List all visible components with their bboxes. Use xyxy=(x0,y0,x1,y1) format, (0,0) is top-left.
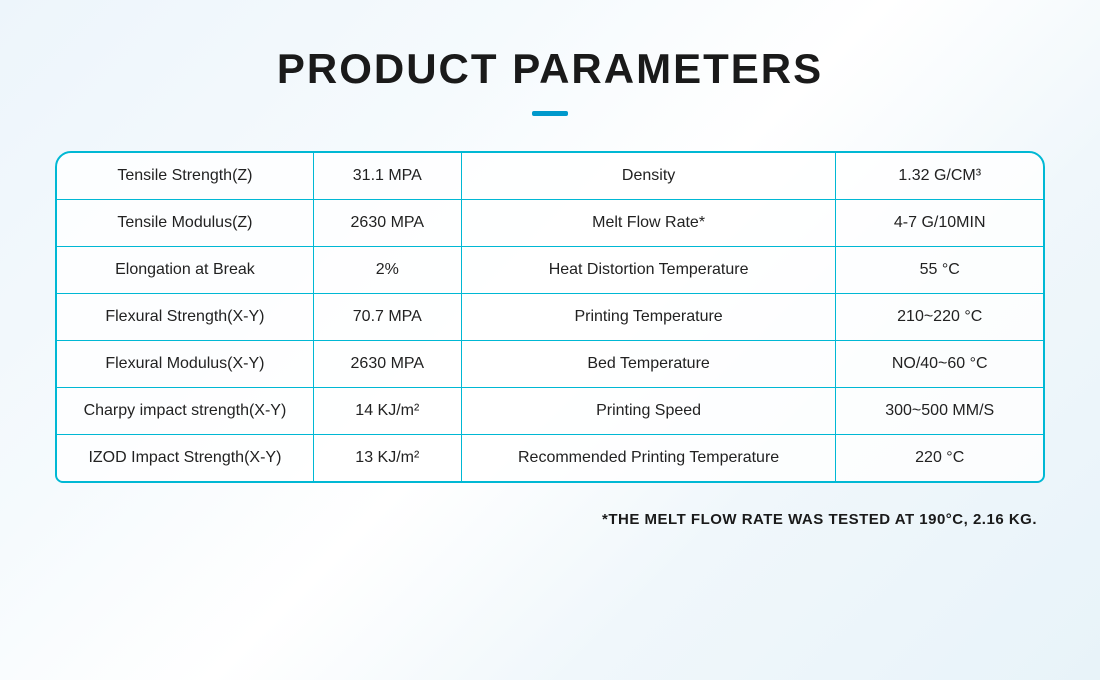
table-row: IZOD Impact Strength(X-Y) 13 KJ/m² Recom… xyxy=(57,435,1043,482)
table-row: Flexural Modulus(X-Y) 2630 MPA Bed Tempe… xyxy=(57,341,1043,388)
page-container: PRODUCT PARAMETERS Tensile Strength(Z) 3… xyxy=(0,0,1100,558)
table-row: Elongation at Break 2% Heat Distortion T… xyxy=(57,247,1043,294)
param-value: 31.1 MPA xyxy=(313,153,461,200)
param-label: Density xyxy=(461,153,836,200)
param-label: IZOD Impact Strength(X-Y) xyxy=(57,435,313,482)
param-label: Tensile Modulus(Z) xyxy=(57,200,313,247)
title-underline xyxy=(532,111,568,116)
param-label: Flexural Strength(X-Y) xyxy=(57,294,313,341)
param-label: Elongation at Break xyxy=(57,247,313,294)
param-label: Melt Flow Rate* xyxy=(461,200,836,247)
table-row: Charpy impact strength(X-Y) 14 KJ/m² Pri… xyxy=(57,388,1043,435)
param-label: Charpy impact strength(X-Y) xyxy=(57,388,313,435)
param-label: Flexural Modulus(X-Y) xyxy=(57,341,313,388)
param-label: Recommended Printing Temperature xyxy=(461,435,836,482)
param-value: 2630 MPA xyxy=(313,341,461,388)
parameters-table-wrap: Tensile Strength(Z) 31.1 MPA Density 1.3… xyxy=(55,151,1045,483)
param-value: 55 °C xyxy=(836,247,1043,294)
param-value: 70.7 MPA xyxy=(313,294,461,341)
param-value: 13 KJ/m² xyxy=(313,435,461,482)
parameters-table: Tensile Strength(Z) 31.1 MPA Density 1.3… xyxy=(57,153,1043,481)
table-row: Tensile Strength(Z) 31.1 MPA Density 1.3… xyxy=(57,153,1043,200)
param-value: 2630 MPA xyxy=(313,200,461,247)
param-value: NO/40~60 °C xyxy=(836,341,1043,388)
param-value: 2% xyxy=(313,247,461,294)
param-label: Heat Distortion Temperature xyxy=(461,247,836,294)
param-value: 300~500 MM/S xyxy=(836,388,1043,435)
param-label: Printing Temperature xyxy=(461,294,836,341)
page-title: PRODUCT PARAMETERS xyxy=(55,45,1045,93)
param-value: 210~220 °C xyxy=(836,294,1043,341)
param-value: 14 KJ/m² xyxy=(313,388,461,435)
param-label: Printing Speed xyxy=(461,388,836,435)
param-value: 1.32 G/CM³ xyxy=(836,153,1043,200)
table-row: Flexural Strength(X-Y) 70.7 MPA Printing… xyxy=(57,294,1043,341)
table-row: Tensile Modulus(Z) 2630 MPA Melt Flow Ra… xyxy=(57,200,1043,247)
param-label: Tensile Strength(Z) xyxy=(57,153,313,200)
param-label: Bed Temperature xyxy=(461,341,836,388)
param-value: 220 °C xyxy=(836,435,1043,482)
param-value: 4-7 G/10MIN xyxy=(836,200,1043,247)
footnote-text: *THE MELT FLOW RATE WAS TESTED AT 190°C,… xyxy=(55,511,1045,528)
